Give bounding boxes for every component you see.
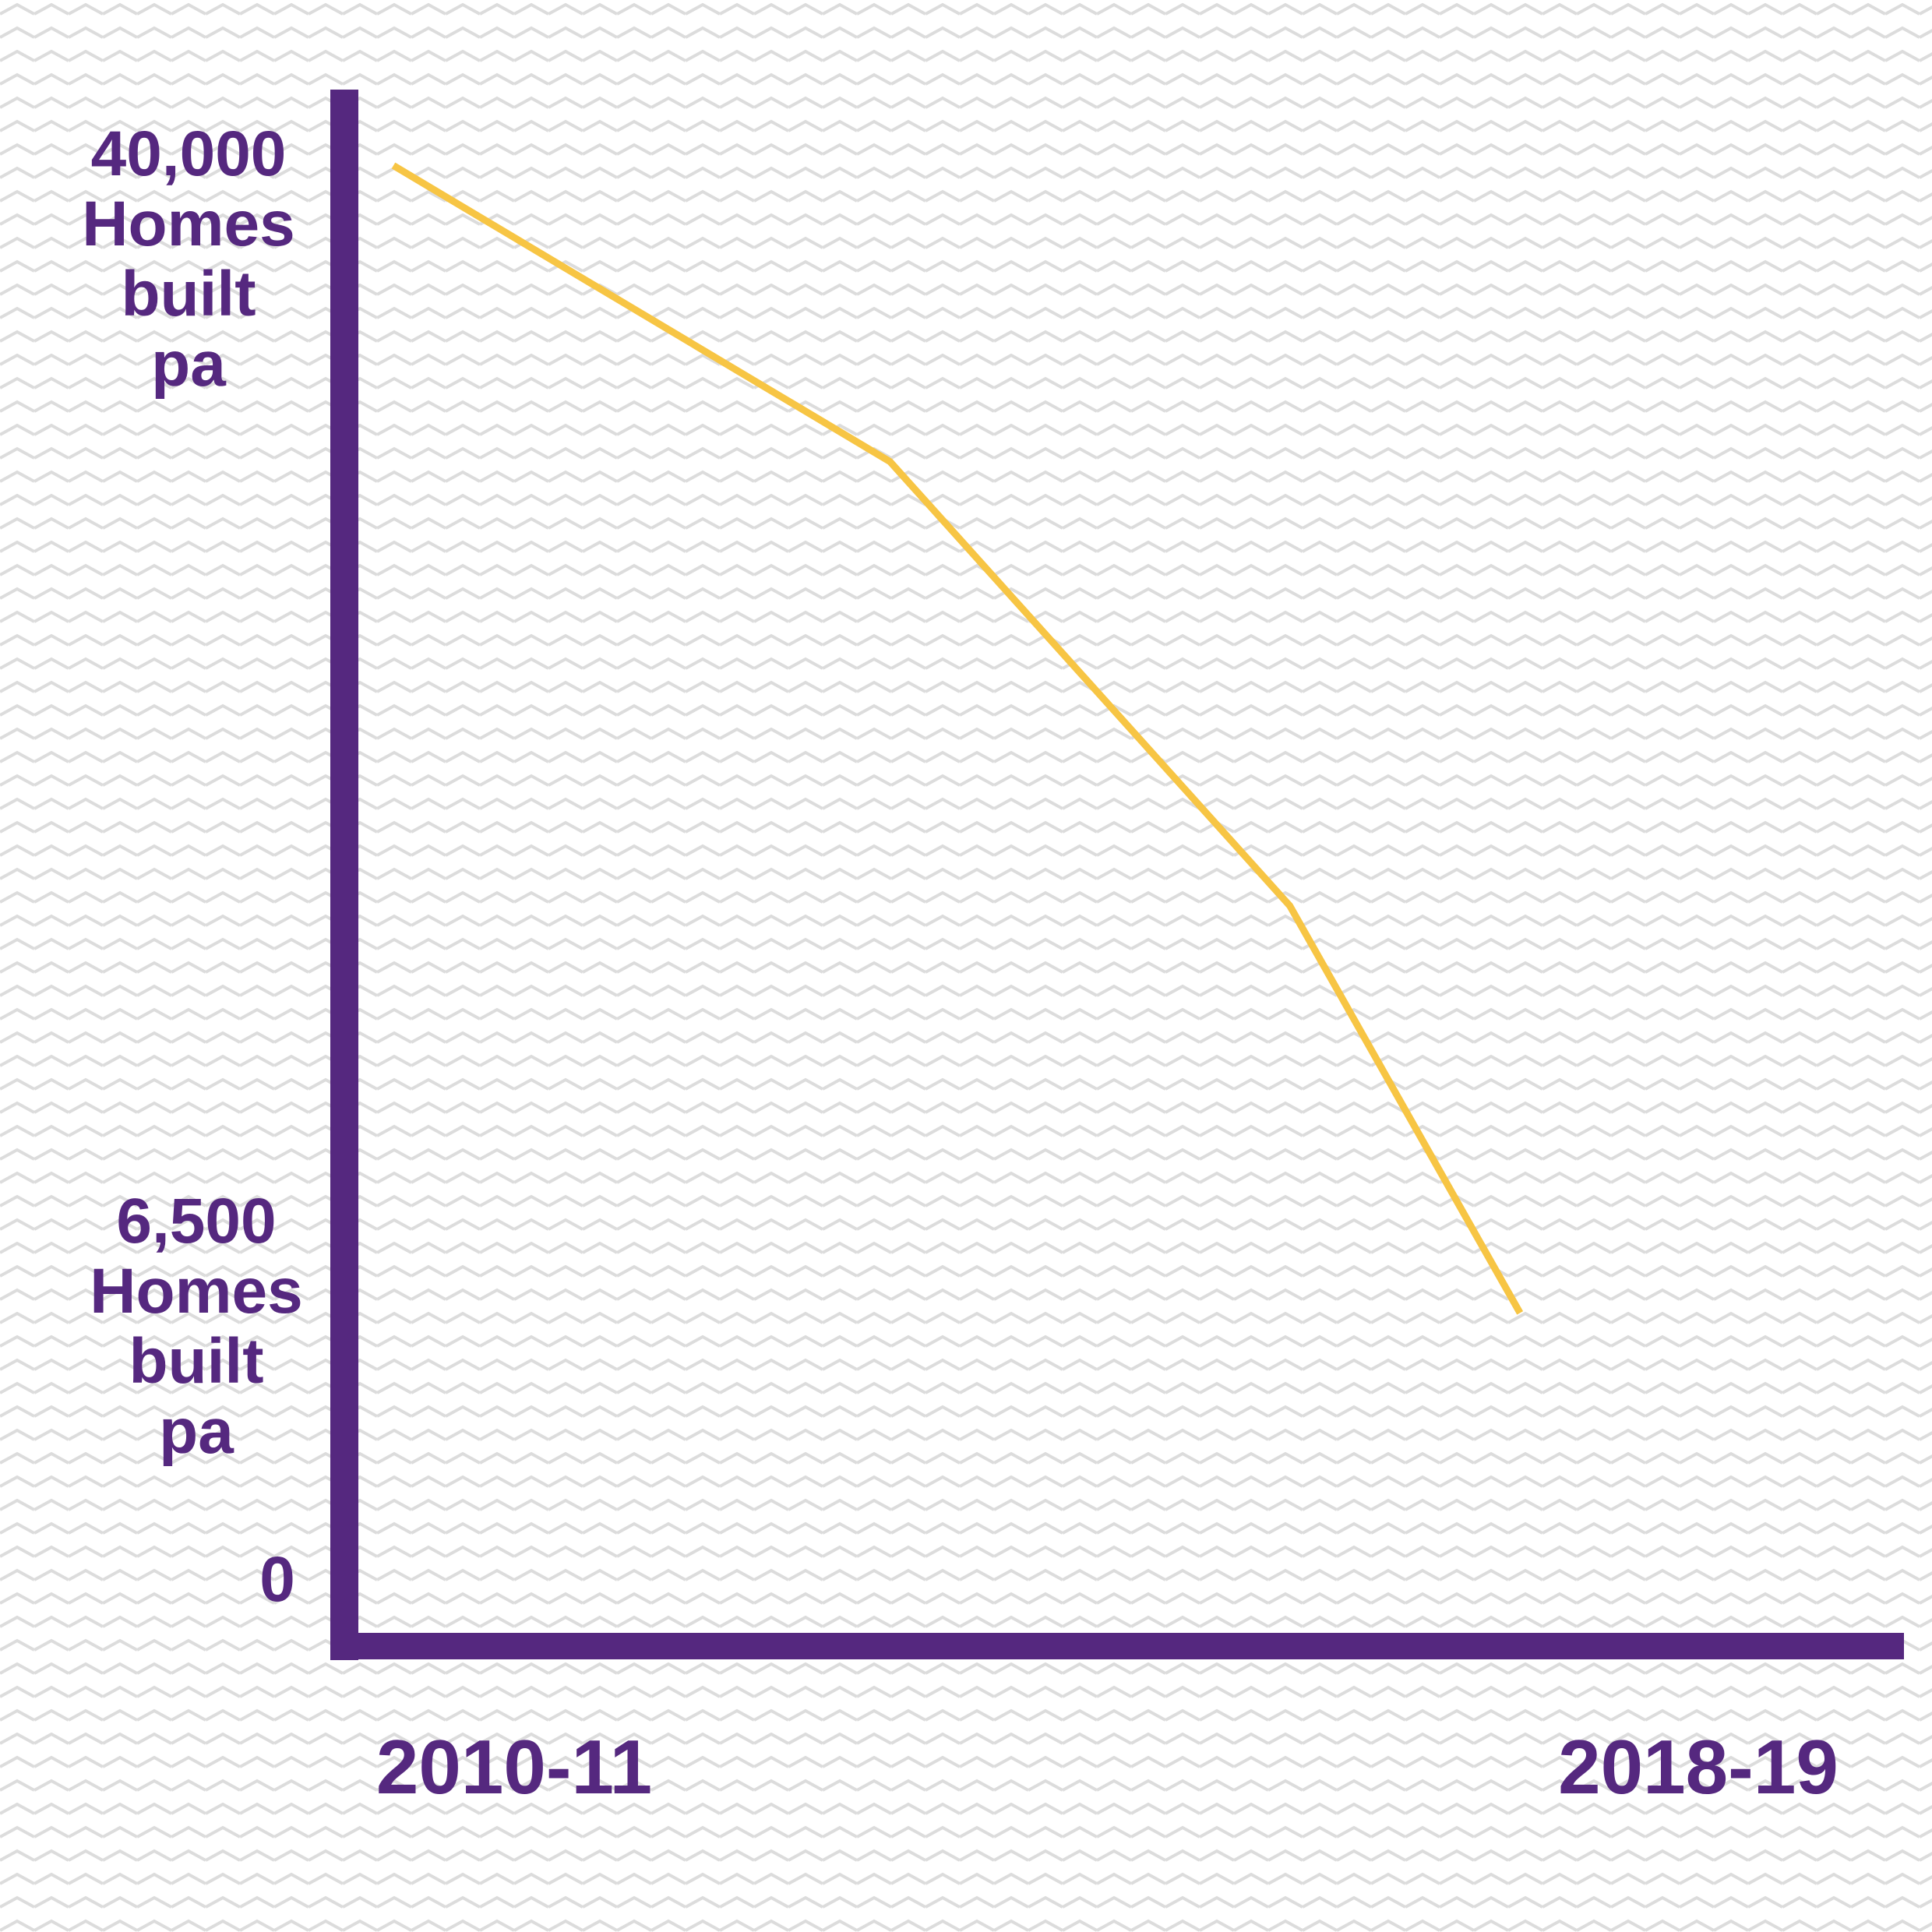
x-axis-line xyxy=(330,1633,1904,1659)
y-tick-label-0-line-1: Homes xyxy=(82,189,294,259)
y-tick-label-2-line-0: 0 xyxy=(259,1544,295,1615)
x-tick-label-start: 2010-11 xyxy=(376,1724,652,1810)
y-tick-label-2: 0 xyxy=(259,1544,295,1615)
y-tick-label-0-line-3: pa xyxy=(151,329,227,400)
y-tick-label-0-line-2: built xyxy=(121,259,256,330)
y-tick-label-1-line-0: 6,500 xyxy=(116,1186,276,1257)
y-tick-label-1-line-1: Homes xyxy=(90,1256,302,1327)
y-tick-label-1-line-3: pa xyxy=(159,1396,234,1467)
series-layer xyxy=(391,162,1524,1315)
y-tick-label-0-line-0: 40,000 xyxy=(91,118,287,189)
y-axis-line xyxy=(330,90,358,1660)
y-tick-label-0: 40,000 Homes built pa xyxy=(82,118,294,400)
y-tick-label-1-line-2: built xyxy=(129,1326,263,1397)
y-tick-label-1: 6,500 Homes built pa xyxy=(90,1186,302,1467)
series-line-0 xyxy=(391,162,1524,1315)
y-labels-layer: 40,000 Homes built pa6,500 Homes built pa0 xyxy=(82,118,302,1615)
x-tick-label-end: 2018-19 xyxy=(1558,1724,1839,1810)
